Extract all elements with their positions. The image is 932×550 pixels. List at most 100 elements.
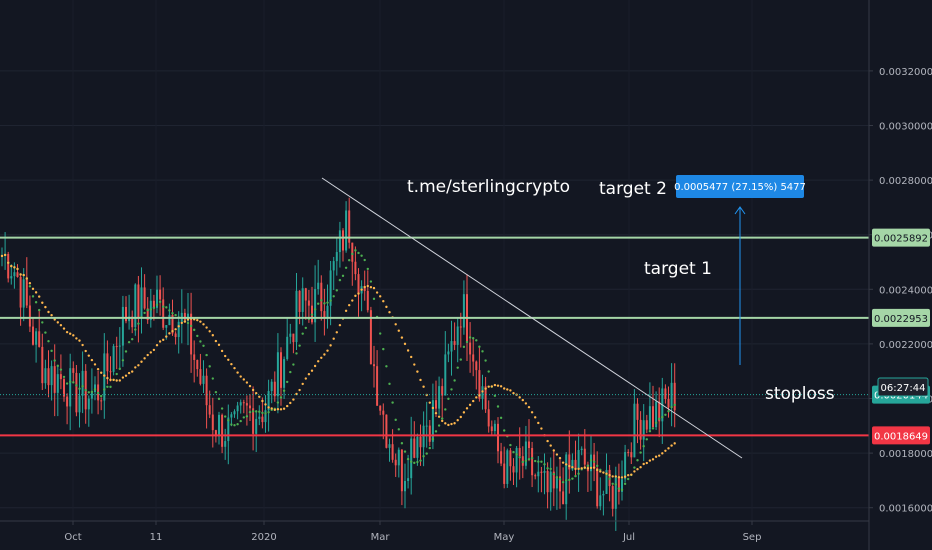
ma-fast-point bbox=[521, 460, 524, 464]
ma-slow-point bbox=[282, 407, 286, 410]
ma-slow-point bbox=[503, 387, 506, 390]
ma-slow-point bbox=[245, 381, 249, 384]
level-tag-label: 0.0025892 bbox=[874, 234, 928, 245]
candle-body bbox=[596, 467, 599, 507]
ma-slow-point bbox=[456, 418, 459, 422]
candle-body bbox=[410, 438, 413, 479]
candle-body bbox=[28, 305, 31, 327]
ma-fast-point bbox=[286, 380, 289, 384]
ma-fast-point bbox=[462, 345, 466, 349]
candle-body bbox=[171, 314, 174, 334]
horizontal-levels[interactable] bbox=[0, 236, 869, 437]
ma-slow-point bbox=[524, 402, 528, 405]
ma-fast-point bbox=[385, 365, 388, 368]
ma-slow-point bbox=[214, 339, 218, 343]
ma-slow-point bbox=[605, 472, 608, 475]
ma-slow-point bbox=[428, 401, 431, 404]
ma-fast-point bbox=[400, 442, 404, 445]
candle-body bbox=[283, 359, 286, 388]
candle-body bbox=[338, 230, 341, 253]
ma-slow-point bbox=[478, 394, 481, 397]
ma-slow-point bbox=[558, 456, 562, 460]
ma-slow-point bbox=[580, 467, 583, 470]
ma-slow-point bbox=[208, 330, 211, 333]
ma-fast-point bbox=[661, 415, 664, 419]
ma-fast-point bbox=[217, 397, 221, 401]
ma-fast-point bbox=[115, 372, 118, 376]
ma-fast-point bbox=[121, 359, 125, 362]
candle-body bbox=[261, 416, 264, 423]
ma-slow-point bbox=[19, 273, 22, 276]
ma-slow-point bbox=[38, 295, 41, 298]
candle-body bbox=[78, 395, 81, 413]
ma-slow-point bbox=[28, 282, 32, 285]
ma-slow-point bbox=[270, 407, 273, 410]
candle-body bbox=[159, 289, 162, 300]
ma-slow-point bbox=[586, 467, 590, 470]
ma-slow-point bbox=[96, 367, 100, 371]
ma-fast-point bbox=[103, 388, 106, 391]
ma-slow-point bbox=[168, 332, 171, 335]
ma-fast-point bbox=[459, 358, 462, 361]
trendline[interactable] bbox=[321, 177, 743, 459]
candle-body bbox=[143, 287, 146, 309]
price-axis[interactable]: 0.00320000.00300000.00280000.00260000.00… bbox=[868, 0, 932, 550]
candle-body bbox=[32, 326, 34, 345]
measure-tool[interactable]: 0.0005477 (27.15%) 5477 bbox=[674, 175, 806, 365]
annotation-target-1: target 1 bbox=[644, 259, 712, 279]
ma-fast-point bbox=[214, 390, 218, 394]
ma-slow-point bbox=[670, 444, 673, 447]
ma-slow-point bbox=[93, 363, 97, 366]
ma-slow-point bbox=[224, 354, 227, 358]
ma-fast-point bbox=[530, 456, 534, 460]
ma-slow-point bbox=[323, 353, 326, 356]
ma-slow-point bbox=[527, 405, 531, 409]
ma-fast-point bbox=[450, 388, 453, 391]
ma-slow-point bbox=[549, 444, 552, 447]
y-tick-label: 0.0024000 bbox=[879, 285, 932, 296]
ma-slow-point bbox=[329, 344, 332, 347]
candle-body bbox=[667, 398, 670, 408]
ma-slow-point bbox=[84, 349, 87, 353]
y-tick-label: 0.0028000 bbox=[879, 176, 932, 187]
candle-body bbox=[335, 252, 338, 262]
candle-body bbox=[351, 242, 354, 262]
candle-body bbox=[66, 396, 69, 407]
candle-body bbox=[537, 471, 540, 477]
x-tick-label: 11 bbox=[150, 532, 163, 543]
ma-slow-point bbox=[468, 403, 472, 407]
ma-slow-point bbox=[298, 388, 301, 392]
measure-label-box bbox=[676, 175, 804, 198]
candle-body bbox=[407, 478, 410, 482]
candle-body bbox=[103, 353, 106, 401]
candle-body bbox=[218, 414, 220, 437]
candle-body bbox=[673, 382, 676, 411]
ma-slow-point bbox=[375, 291, 379, 294]
ma-slow-point bbox=[286, 404, 289, 408]
ma-slow-point bbox=[614, 475, 617, 478]
candle-body bbox=[645, 420, 648, 430]
ma-fast-point bbox=[137, 322, 140, 325]
time-axis[interactable]: Oct 11 2020 Mar May Jul Sep bbox=[0, 520, 869, 543]
candle-body bbox=[348, 210, 351, 243]
candle-body bbox=[140, 287, 143, 319]
candle-body bbox=[146, 308, 149, 321]
ma-slow-point bbox=[301, 382, 304, 386]
candle-body bbox=[10, 276, 13, 279]
candle-body bbox=[190, 313, 193, 355]
ma-fast-point bbox=[310, 313, 314, 316]
ma-slow-point bbox=[410, 355, 413, 359]
ma-slow-point bbox=[506, 388, 509, 391]
ma-fast-point bbox=[561, 480, 565, 484]
ma-slow-point bbox=[75, 337, 78, 340]
ma-fast-point bbox=[65, 382, 69, 385]
candle-body bbox=[109, 371, 112, 373]
ma-slow-point bbox=[400, 336, 404, 339]
candle-body bbox=[314, 289, 317, 323]
ma-fast-point bbox=[106, 385, 109, 388]
ma-slow-point bbox=[65, 330, 69, 334]
ma-slow-point bbox=[630, 473, 633, 476]
ma-slow-point bbox=[146, 353, 149, 357]
